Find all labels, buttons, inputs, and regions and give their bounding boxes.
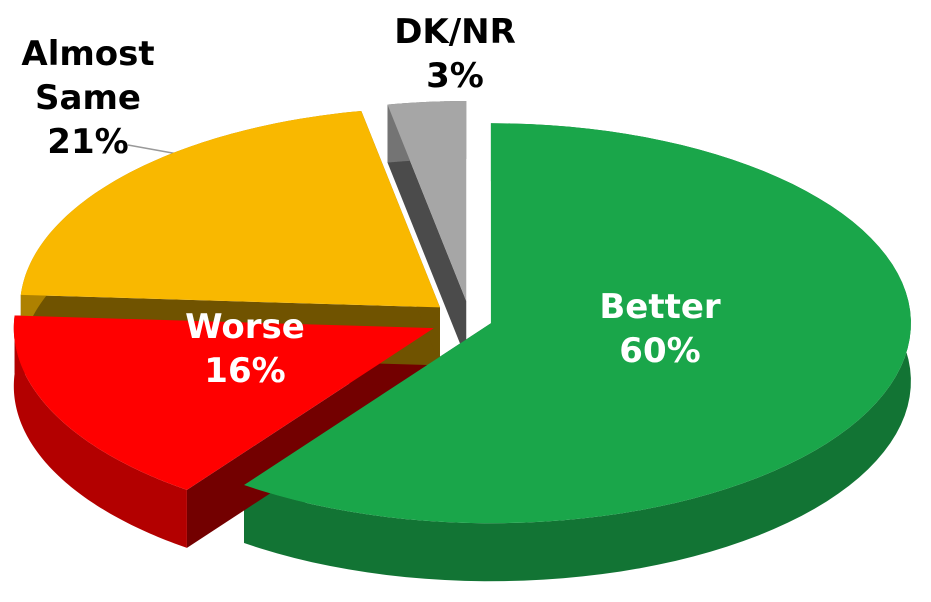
category-name: Worse <box>185 307 305 347</box>
category-name: Same <box>35 78 141 118</box>
category-name: Almost <box>21 34 154 74</box>
value-label: 16% <box>204 351 285 391</box>
pie-tops <box>13 101 911 524</box>
slice-label: DK/NR 3% <box>394 12 516 96</box>
category-name: DK/NR <box>394 12 516 52</box>
slice-side <box>13 315 187 548</box>
value-label: 3% <box>426 56 484 96</box>
slice <box>387 101 467 302</box>
slice-side <box>244 123 911 582</box>
value-label: 21% <box>47 122 128 162</box>
slice-wall <box>387 104 467 360</box>
slice <box>20 110 440 308</box>
slice-label: Almost Same 21% <box>21 34 154 162</box>
slice-label: Worse 16% <box>185 307 305 391</box>
value-label: 60% <box>619 331 700 371</box>
leader-line <box>127 144 179 155</box>
slice <box>13 315 434 490</box>
slice <box>244 123 911 524</box>
category-name: Better <box>599 287 721 327</box>
slice-label: Better 60% <box>599 287 721 371</box>
